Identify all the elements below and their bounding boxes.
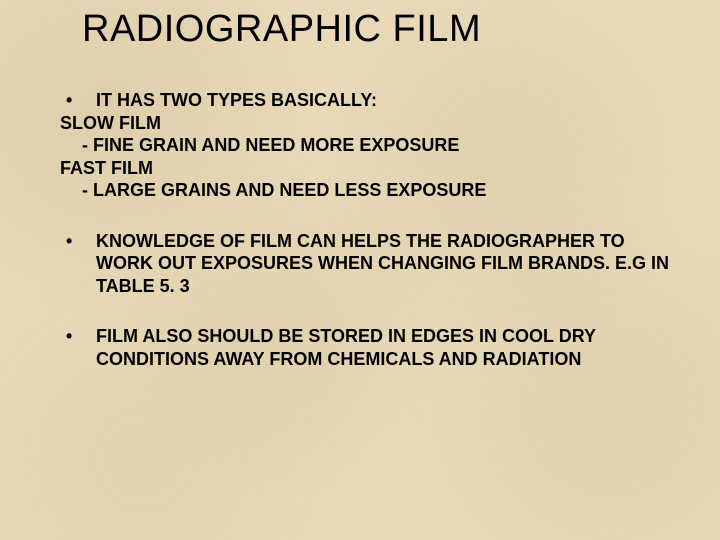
- body-line: FAST FILM: [60, 157, 720, 180]
- bullet-text: IT HAS TWO TYPES BASICALLY:: [96, 89, 720, 112]
- bullet-marker: •: [60, 230, 96, 298]
- bullet-text: KNOWLEDGE OF FILM CAN HELPS THE RADIOGRA…: [96, 230, 720, 298]
- body-subline: - FINE GRAIN AND NEED MORE EXPOSURE: [82, 134, 720, 157]
- slide-title: RADIOGRAPHIC FILM: [82, 8, 720, 51]
- bullet-text: FILM ALSO SHOULD BE STORED IN EDGES IN C…: [96, 325, 720, 370]
- spacer: [60, 297, 720, 325]
- body-line: SLOW FILM: [60, 112, 720, 135]
- bullet-marker: •: [60, 89, 96, 112]
- bullet-item: • IT HAS TWO TYPES BASICALLY:: [60, 89, 720, 112]
- bullet-item: • FILM ALSO SHOULD BE STORED IN EDGES IN…: [60, 325, 720, 370]
- slide-body: • IT HAS TWO TYPES BASICALLY: SLOW FILM …: [60, 89, 720, 370]
- bullet-marker: •: [60, 325, 96, 370]
- bullet-item: • KNOWLEDGE OF FILM CAN HELPS THE RADIOG…: [60, 230, 720, 298]
- body-subline: - LARGE GRAINS AND NEED LESS EXPOSURE: [82, 179, 720, 202]
- spacer: [60, 202, 720, 230]
